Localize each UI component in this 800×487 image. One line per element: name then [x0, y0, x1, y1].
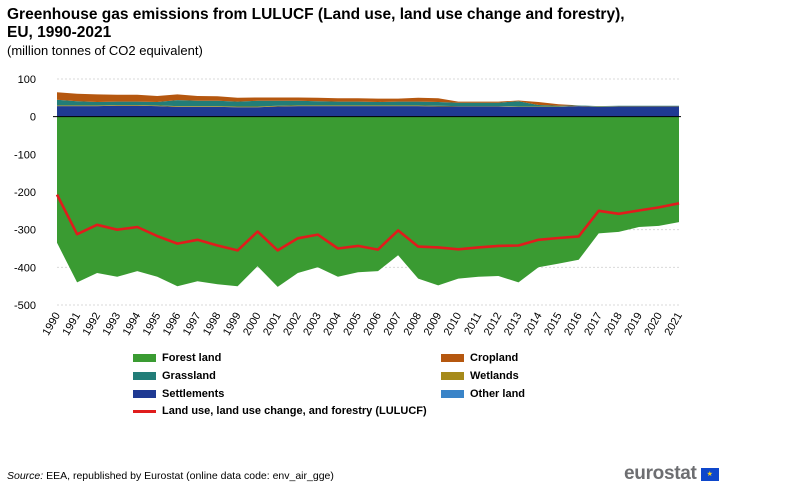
legend-label-other: Other land: [470, 388, 526, 400]
x-tick-label: 2006: [361, 311, 384, 338]
x-tick-label: 1991: [60, 311, 83, 338]
x-tick-label: 2008: [402, 311, 425, 338]
y-tick-label: 100: [18, 74, 36, 86]
x-tick-label: 2004: [321, 311, 344, 338]
x-tick-label: 2002: [281, 311, 304, 338]
y-tick-label: -300: [14, 225, 36, 237]
x-tick-label: 2016: [562, 311, 585, 338]
legend-settlements: Settlements: [133, 388, 224, 400]
legend-grassland: Grassland: [133, 370, 216, 382]
legend-swatch-grassland: [133, 372, 156, 380]
lulucf-area-chart: 100 0 -100 -200 -300 -400 -500 1990199119921993…: [14, 74, 685, 338]
legend-cropland: Cropland: [441, 352, 518, 364]
x-tick-label: 2003: [301, 311, 324, 338]
area-cropland: [57, 92, 679, 107]
chart-subtitle: (million tonnes of CO2 equivalent): [7, 43, 203, 58]
legend-label-grassland: Grassland: [162, 370, 216, 382]
area-forest-land: [57, 116, 679, 287]
eu-flag-icon: ★: [700, 467, 719, 481]
area-settlements: [57, 105, 679, 117]
legend-swatch-lulucf: [133, 409, 156, 413]
x-tick-label: 2021: [662, 311, 685, 338]
x-tick-label: 2013: [502, 311, 525, 338]
x-tick-label: 1999: [221, 311, 244, 338]
eurostat-logo-text: eurostat: [624, 463, 697, 484]
y-tick-label: -100: [14, 149, 36, 161]
x-tick-label: 2000: [241, 311, 264, 338]
legend-swatch-cropland: [441, 354, 464, 362]
x-tick-label: 2009: [422, 311, 445, 338]
x-tick-label: 1992: [81, 311, 104, 338]
legend-swatch-other: [441, 390, 464, 398]
x-tick-label: 1997: [181, 311, 204, 338]
x-tick-label: 2012: [482, 310, 505, 337]
source-text: EEA, republished by Eurostat (online dat…: [43, 470, 334, 482]
legend-swatch-settlements: [133, 390, 156, 398]
legend-label-forest: Forest land: [162, 352, 222, 364]
x-tick-label: 2020: [642, 311, 665, 338]
x-tick-label: 2010: [442, 311, 465, 338]
y-tick-label: -400: [14, 262, 36, 274]
eurostat-logo: eurostat ★: [624, 463, 719, 485]
legend-label-settlements: Settlements: [162, 388, 225, 400]
source-note: Source: EEA, republished by Eurostat (on…: [7, 470, 334, 482]
x-tick-label: 2015: [542, 311, 565, 338]
chart-title: Greenhouse gas emissions from LULUCF (La…: [7, 6, 625, 41]
x-tick-label: 2019: [622, 311, 645, 338]
legend-swatch-wetlands: [441, 372, 464, 380]
legend-label-wetlands: Wetlands: [470, 370, 519, 382]
legend-label-cropland: Cropland: [470, 352, 519, 364]
x-tick-label: 2007: [382, 311, 405, 338]
x-tick-label: 2011: [462, 311, 484, 337]
x-tick-label: 1994: [121, 311, 144, 338]
y-tick-label: 0: [30, 112, 36, 124]
area-wetlands: [57, 105, 679, 108]
x-tick-label: 2014: [522, 311, 545, 338]
x-tick-label: 2005: [341, 311, 364, 338]
x-tick-label: 1998: [201, 311, 224, 338]
x-tick-label: 1993: [101, 311, 124, 338]
line-lulucf: [55, 194, 680, 252]
x-tick-label: 1990: [40, 311, 63, 338]
y-tick-label: -200: [14, 187, 36, 199]
legend-wetlands: Wetlands: [441, 370, 519, 382]
legend-forest-land: Forest land: [133, 352, 221, 364]
x-tick-label: 2018: [602, 311, 625, 338]
legend-swatch-forest: [133, 354, 156, 362]
area-grassland: [57, 99, 679, 107]
legend-lulucf: Land use, land use change, and forestry …: [133, 405, 427, 417]
x-tick-label: 1995: [141, 311, 164, 338]
source-label: Source:: [7, 470, 44, 482]
y-tick-label: -500: [14, 300, 36, 312]
legend-other-land: Other land: [441, 388, 525, 400]
x-tick-label: 1996: [161, 311, 184, 338]
legend-label-lulucf: Land use, land use change, and forestry …: [162, 405, 427, 417]
x-tick-label: 2017: [582, 311, 605, 338]
x-tick-label: 2001: [261, 311, 284, 338]
